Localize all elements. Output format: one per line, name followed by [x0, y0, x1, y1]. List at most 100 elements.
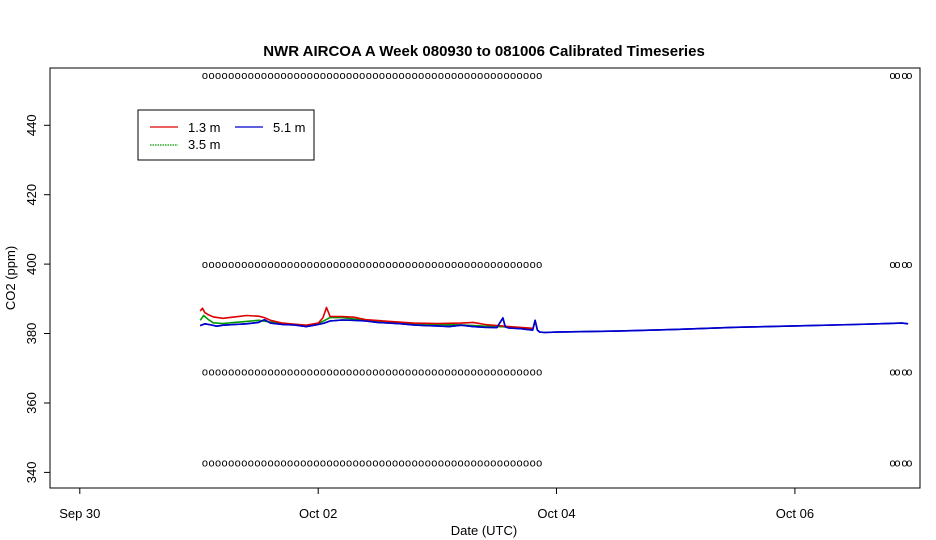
- calibration-mark: o: [425, 367, 431, 379]
- calibration-mark: o: [241, 367, 247, 379]
- calibration-mark: o: [287, 259, 293, 271]
- chart-title: NWR AIRCOA A Week 080930 to 081006 Calib…: [263, 43, 705, 60]
- calibration-mark: o: [313, 367, 319, 379]
- calibration-mark: o: [346, 259, 352, 271]
- calibration-mark: o: [248, 70, 254, 82]
- calibration-mark: o: [906, 70, 912, 82]
- calibration-mark: o: [503, 367, 509, 379]
- calibration-mark: o: [359, 367, 365, 379]
- calibration-mark: o: [471, 70, 477, 82]
- calibration-mark: o: [208, 259, 214, 271]
- calibration-mark: o: [294, 70, 300, 82]
- calibration-mark: o: [477, 367, 483, 379]
- calibration-mark: o: [307, 259, 313, 271]
- calibration-mark: o: [901, 70, 907, 82]
- calibration-mark: o: [530, 458, 536, 470]
- calibration-mark: o: [425, 259, 431, 271]
- calibration-mark: o: [294, 458, 300, 470]
- calibration-mark: o: [333, 458, 339, 470]
- calibration-mark: o: [372, 70, 378, 82]
- calibration-mark: o: [385, 367, 391, 379]
- calibration-mark: o: [340, 70, 346, 82]
- calibration-mark: o: [307, 70, 313, 82]
- calibration-mark: o: [267, 70, 273, 82]
- calibration-mark: o: [490, 70, 496, 82]
- calibration-mark: o: [215, 458, 221, 470]
- calibration-mark: o: [490, 367, 496, 379]
- calibration-mark: o: [333, 70, 339, 82]
- calibration-mark: o: [267, 259, 273, 271]
- calibration-mark: o: [451, 259, 457, 271]
- calibration-mark: o: [261, 259, 267, 271]
- calibration-mark: o: [372, 259, 378, 271]
- calibration-mark: o: [326, 458, 332, 470]
- calibration-mark: o: [202, 259, 208, 271]
- calibration-mark: o: [517, 70, 523, 82]
- calibration-mark: o: [261, 367, 267, 379]
- calibration-mark: o: [359, 458, 365, 470]
- calibration-mark: o: [326, 70, 332, 82]
- legend-label-5.1m: 5.1 m: [273, 120, 306, 135]
- calibration-mark: o: [202, 70, 208, 82]
- x-axis: Sep 30 Oct 02 Oct 04 Oct 06: [59, 488, 814, 521]
- calibration-mark: o: [464, 367, 470, 379]
- calibration-mark: o: [894, 458, 900, 470]
- calibration-mark: o: [517, 259, 523, 271]
- calibration-mark: o: [444, 259, 450, 271]
- calibration-mark: o: [379, 259, 385, 271]
- calibration-mark: o: [503, 70, 509, 82]
- calibration-mark: o: [536, 259, 542, 271]
- calibration-mark: o: [405, 259, 411, 271]
- calibration-mark: o: [228, 367, 234, 379]
- calibration-mark: o: [894, 259, 900, 271]
- calibration-mark: o: [503, 458, 509, 470]
- calibration-mark: o: [208, 70, 214, 82]
- calibration-mark: o: [484, 458, 490, 470]
- calibration-mark: o: [254, 367, 260, 379]
- calibration-mark: o: [536, 458, 542, 470]
- calibration-mark: o: [536, 367, 542, 379]
- calibration-mark: o: [484, 367, 490, 379]
- calibration-mark: o: [281, 458, 287, 470]
- plot-area-frame: [49, 67, 921, 489]
- calibration-mark: o: [517, 458, 523, 470]
- calibration-mark: o: [320, 70, 326, 82]
- calibration-mark: o: [300, 259, 306, 271]
- calibration-mark: o: [530, 367, 536, 379]
- calibration-mark: o: [281, 259, 287, 271]
- calibration-mark: o: [477, 458, 483, 470]
- calibration-mark: o: [340, 259, 346, 271]
- calibration-mark: o: [248, 458, 254, 470]
- calibration-mark: o: [523, 458, 529, 470]
- calibration-mark: o: [267, 367, 273, 379]
- x-tick-label-Oct-02: Oct 02: [299, 506, 337, 521]
- calibration-mark: o: [379, 458, 385, 470]
- y-tick-label-420: 420: [24, 184, 39, 206]
- calibration-mark: o: [431, 367, 437, 379]
- y-tick-label-340: 340: [24, 462, 39, 484]
- calibration-mark: o: [438, 458, 444, 470]
- calibration-mark: o: [890, 367, 896, 379]
- calibration-mark: o: [471, 458, 477, 470]
- calibration-mark: o: [254, 458, 260, 470]
- legend-label-1.3m: 1.3 m: [188, 120, 221, 135]
- calibration-mark: o: [510, 458, 516, 470]
- calibration-mark: o: [385, 259, 391, 271]
- calibration-mark: o: [444, 367, 450, 379]
- calibration-mark: o: [431, 70, 437, 82]
- calibration-mark: o: [510, 70, 516, 82]
- chart-legend: 1.3 m 3.5 m 5.1 m: [137, 109, 315, 161]
- calibration-mark: o: [241, 458, 247, 470]
- calibration-mark: o: [353, 458, 359, 470]
- calibration-mark: o: [890, 458, 896, 470]
- calibration-mark: o: [313, 259, 319, 271]
- calibration-mark: o: [222, 458, 228, 470]
- calibration-mark: o: [222, 259, 228, 271]
- calibration-mark: o: [215, 70, 221, 82]
- calibration-mark: o: [300, 70, 306, 82]
- calibration-mark: o: [425, 458, 431, 470]
- x-axis-label: Date (UTC): [451, 523, 517, 538]
- calibration-mark: o: [523, 70, 529, 82]
- calibration-mark: o: [202, 458, 208, 470]
- x-tick-label-Sep-30: Sep 30: [59, 506, 100, 521]
